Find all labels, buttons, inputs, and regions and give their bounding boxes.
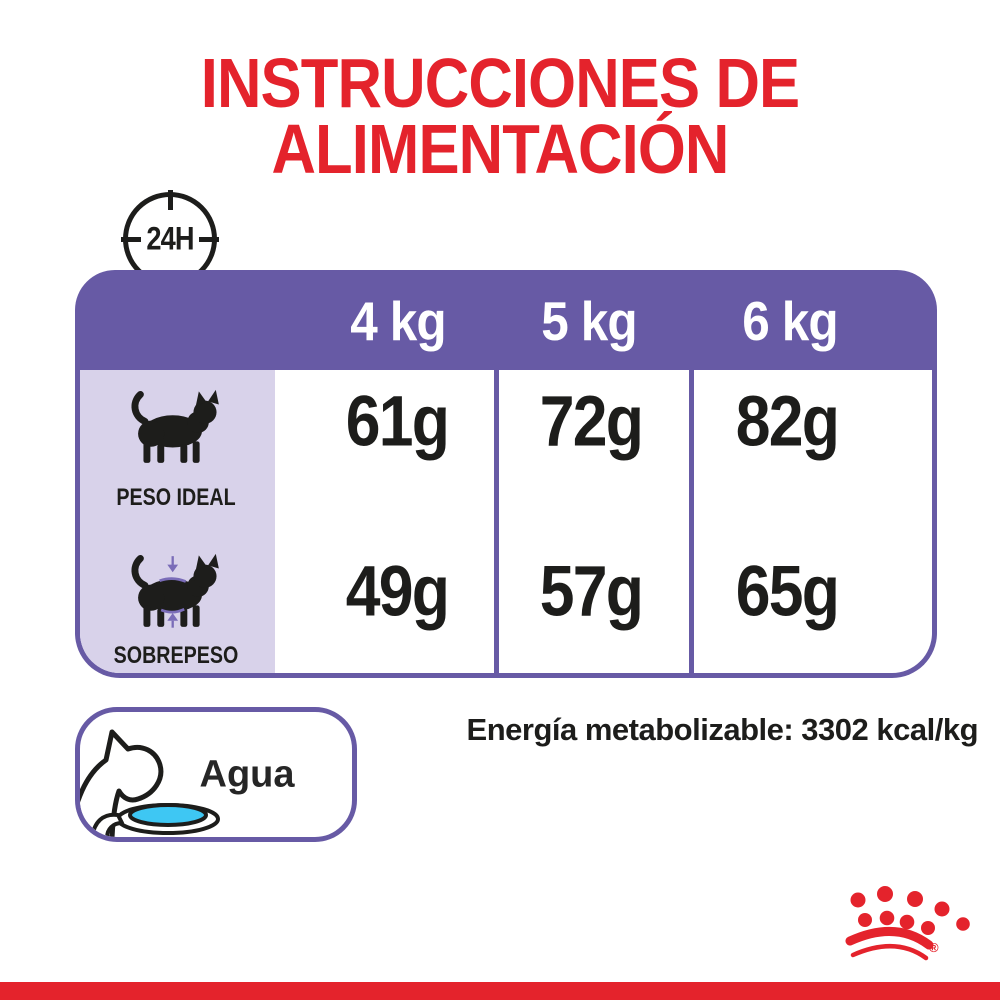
feeding-table-header: 4 kg 5 kg 6 kg <box>75 270 937 370</box>
water-bubble: Agua <box>75 707 357 842</box>
column-divider-1 <box>494 370 499 673</box>
page-title: INSTRUCCIONES DE ALIMENTACIÓN <box>0 44 1000 188</box>
clock-label: 24H <box>146 220 194 257</box>
cat-drinking-water-icon <box>80 729 220 837</box>
value-overweight-6kg: 65g <box>735 552 840 632</box>
value-ideal-6kg: 82g <box>735 382 840 462</box>
metabolizable-energy-text: Energía metabolizable: 3302 kcal/kg <box>466 712 979 747</box>
row-label-peso-ideal: PESO IDEAL <box>116 484 236 511</box>
royal-canin-crown-logo <box>845 886 970 961</box>
clock-tick-left <box>121 236 141 242</box>
feeding-table-body: PESO IDEAL <box>75 370 937 678</box>
title-line-2: ALIMENTACIÓN <box>271 110 729 188</box>
value-ideal-4kg: 61g <box>345 382 450 462</box>
value-ideal-5kg: 72g <box>539 382 644 462</box>
column-divider-2 <box>689 370 694 673</box>
cat-overweight-icon <box>131 553 219 628</box>
row-label-sobrepeso: SOBREPESO <box>113 642 239 669</box>
footer-red-bar <box>0 982 1000 1000</box>
cat-ideal-weight-icon <box>131 389 219 463</box>
title-line-1: INSTRUCCIONES DE <box>200 44 800 122</box>
value-overweight-4kg: 49g <box>345 552 450 632</box>
clock-tick-top <box>167 190 173 210</box>
registered-trademark-symbol: ® <box>929 940 939 955</box>
overweight-arrows <box>159 556 187 628</box>
water-label: Agua <box>199 753 295 796</box>
weight-header-4kg: 4 kg <box>350 290 446 352</box>
weight-header-5kg: 5 kg <box>541 290 637 352</box>
clock-tick-right <box>199 236 219 242</box>
weight-header-6kg: 6 kg <box>742 290 838 352</box>
value-overweight-5kg: 57g <box>539 552 644 632</box>
